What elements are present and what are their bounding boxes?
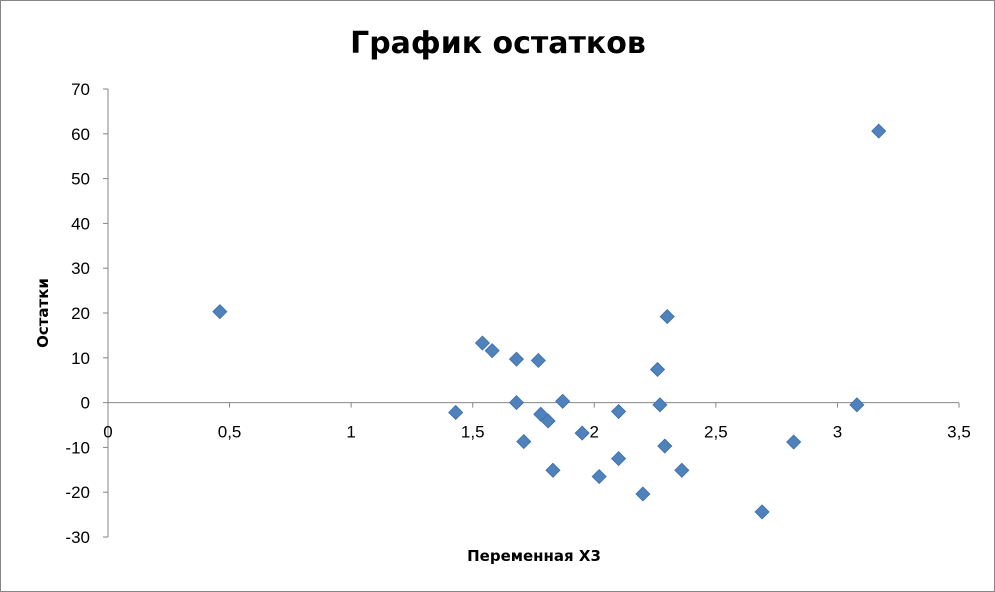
x-tick-labels: 0 0,5 1 1,5 2 2,5 3 3,5 <box>103 423 971 442</box>
y-tick-label: 60 <box>71 125 90 144</box>
y-tick-label: -30 <box>65 528 90 547</box>
x-axis-title: Переменная X3 <box>467 547 601 565</box>
y-tick-label: -10 <box>65 438 90 457</box>
data-point-marker <box>212 304 228 320</box>
x-tick-label: 2 <box>590 423 599 442</box>
data-point-marker <box>545 462 561 478</box>
y-tick-label: 30 <box>71 259 90 278</box>
y-tick-label: 40 <box>71 214 90 233</box>
y-tick-label: -20 <box>65 483 90 502</box>
data-point-marker <box>574 425 590 441</box>
data-point-marker <box>657 438 673 454</box>
y-tick-labels: 70 60 50 40 30 20 10 0 -10 -20 -30 <box>65 80 90 547</box>
x-tick-label: 0,5 <box>218 423 242 442</box>
x-tick-label: 2,5 <box>704 423 728 442</box>
data-point-marker <box>448 404 464 421</box>
data-point-marker <box>508 395 525 411</box>
axes <box>103 88 960 538</box>
y-tick-label: 10 <box>71 349 90 368</box>
data-point-marker <box>635 486 651 502</box>
data-point-marker <box>871 123 887 139</box>
y-tick-label: 50 <box>71 170 90 189</box>
data-point-marker <box>659 309 675 325</box>
x-tick-label: 0 <box>103 423 112 442</box>
data-point-marker <box>516 434 532 450</box>
data-point-marker <box>591 468 607 485</box>
y-tick-label: 0 <box>81 394 90 413</box>
y-tick-label: 20 <box>71 304 90 323</box>
data-point-marker <box>611 403 627 420</box>
data-point-marker <box>484 343 500 359</box>
x-tick-label: 3 <box>833 423 842 442</box>
data-point-marker <box>652 397 668 413</box>
data-point-marker <box>530 352 546 369</box>
data-point-marker <box>474 335 491 351</box>
data-point-marker <box>611 451 627 467</box>
data-point-marker <box>555 393 571 409</box>
y-tick-label: 70 <box>71 80 90 99</box>
data-point-marker <box>649 361 666 378</box>
x-tick-label: 1,5 <box>461 423 485 442</box>
x-tick-label: 1 <box>346 423 355 442</box>
data-point-marker <box>508 351 525 367</box>
data-point-marker <box>849 397 865 413</box>
data-point-marker <box>674 462 690 478</box>
data-point-marker <box>786 434 802 450</box>
data-point-marker <box>754 504 770 520</box>
y-axis-title: Остатки <box>34 278 52 348</box>
x-tick-label: 3,5 <box>947 423 971 442</box>
chart-title: График остатков <box>350 26 646 61</box>
data-points <box>212 123 887 520</box>
data-point-marker <box>540 413 556 429</box>
